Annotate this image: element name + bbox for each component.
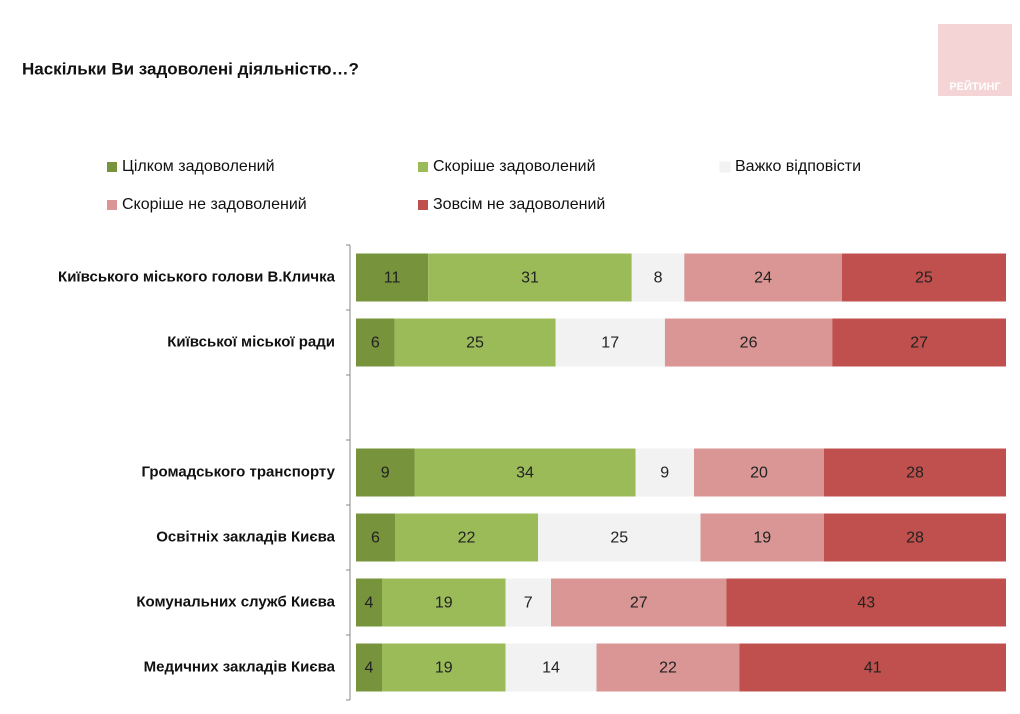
- value-label: 41: [864, 660, 882, 677]
- y-tick-label: Київського міського голови В.Кличка: [58, 268, 336, 285]
- value-label: 25: [915, 270, 933, 287]
- value-label: 31: [521, 270, 539, 287]
- chart-title: Наскільки Ви задоволені діяльністю…?: [22, 59, 359, 78]
- value-label: 19: [435, 660, 453, 677]
- y-tick-label: Медичних закладів Києва: [144, 658, 336, 675]
- bar: [824, 513, 1006, 562]
- bar: [356, 318, 395, 367]
- legend-label: Скоріше не задоволений: [122, 196, 307, 213]
- y-tick-label: Київської міської ради: [167, 333, 335, 350]
- value-label: 4: [365, 595, 374, 612]
- bar: [555, 318, 665, 367]
- value-label: 34: [516, 465, 534, 482]
- value-label: 26: [740, 335, 758, 352]
- bar: [694, 448, 824, 497]
- bar: [356, 253, 429, 302]
- legend-swatch: [719, 161, 731, 173]
- bar: [382, 643, 506, 692]
- legend-label: Важко відповісти: [735, 158, 861, 175]
- value-label: 27: [910, 335, 928, 352]
- legend-label: Зовсім не задоволений: [433, 196, 605, 213]
- value-label: 19: [753, 530, 771, 547]
- value-label: 24: [754, 270, 772, 287]
- bar: [635, 448, 694, 497]
- bar: [726, 578, 1006, 627]
- logo-box: [938, 24, 1012, 96]
- bar: [824, 448, 1006, 497]
- value-label: 28: [906, 530, 924, 547]
- bar: [551, 578, 727, 627]
- value-label: 6: [371, 530, 380, 547]
- bar: [505, 643, 597, 692]
- legend-label: Цілком задоволений: [122, 158, 275, 175]
- value-label: 27: [630, 595, 648, 612]
- value-label: 19: [435, 595, 453, 612]
- value-label: 43: [857, 595, 875, 612]
- bar: [395, 513, 538, 562]
- bar: [596, 643, 740, 692]
- legend-swatch: [418, 162, 428, 172]
- legend-swatch: [418, 200, 428, 210]
- value-label: 9: [381, 465, 390, 482]
- legend-label: Скоріше задоволений: [433, 158, 596, 175]
- bar: [538, 513, 701, 562]
- bar: [832, 318, 1006, 367]
- value-label: 11: [384, 270, 401, 287]
- bar: [684, 253, 842, 302]
- bar: [356, 448, 415, 497]
- legend-swatch: [107, 162, 117, 172]
- y-tick-label: Комунальних служб Києва: [136, 593, 335, 610]
- y-tick-label: Освітніх закладів Києва: [156, 528, 335, 545]
- value-label: 20: [750, 465, 768, 482]
- y-tick-label: Громадського транспорту: [141, 463, 335, 480]
- value-label: 17: [601, 335, 619, 352]
- legend-swatch: [107, 200, 117, 210]
- value-label: 14: [542, 660, 560, 677]
- bar: [428, 253, 632, 302]
- value-label: 25: [610, 530, 628, 547]
- bar: [664, 318, 833, 367]
- bar: [739, 643, 1006, 692]
- value-label: 4: [365, 660, 374, 677]
- value-label: 6: [371, 335, 380, 352]
- value-label: 28: [906, 465, 924, 482]
- value-label: 25: [466, 335, 484, 352]
- bar: [356, 578, 382, 627]
- value-label: 8: [654, 270, 663, 287]
- value-label: 22: [458, 530, 476, 547]
- bar: [394, 318, 556, 367]
- logo: РЕЙТИНГ: [949, 80, 1001, 93]
- bar: [356, 513, 395, 562]
- bar: [414, 448, 636, 497]
- value-label: 7: [524, 595, 533, 612]
- value-label: 9: [660, 465, 669, 482]
- bar: [700, 513, 824, 562]
- bar: [356, 643, 382, 692]
- bar: [505, 578, 551, 627]
- bar: [382, 578, 506, 627]
- bar: [631, 253, 685, 302]
- bar: [841, 253, 1006, 302]
- value-label: 22: [659, 660, 677, 677]
